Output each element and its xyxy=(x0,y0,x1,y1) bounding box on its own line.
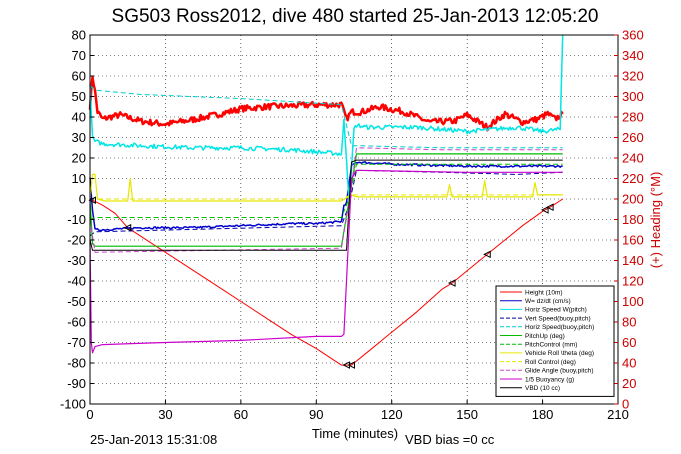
y-tick-label: 10 xyxy=(72,171,86,186)
y-tick-label: -20 xyxy=(67,233,86,248)
series-group xyxy=(88,34,564,366)
y2-tick-label: 80 xyxy=(622,315,636,330)
y-tick-label: -30 xyxy=(67,253,86,268)
y2-tick-label: 240 xyxy=(622,151,644,166)
y2-tick-label: 360 xyxy=(622,28,644,43)
x-tick-label: 150 xyxy=(456,407,478,422)
ticks: 0 30 60 90 120 150 180 210-100-90-80-70-60-50-4… xyxy=(60,28,644,423)
legend-label: Glide Angle (buoy,pitch) xyxy=(525,368,594,375)
y-tick-label: -80 xyxy=(67,356,86,371)
y-tick-label: -10 xyxy=(67,212,86,227)
y2-tick-label: 140 xyxy=(622,253,644,268)
series-line-vehicle-roll-theta-deg xyxy=(89,173,563,202)
height-marker xyxy=(483,250,491,259)
y2-tick-label: 200 xyxy=(622,192,644,207)
series-line-pitchcontrol-mm xyxy=(89,163,563,220)
x-tick-label: 90 xyxy=(309,407,323,422)
x-tick-label: 60 xyxy=(234,407,248,422)
legend-label: PitchUp (deg) xyxy=(525,333,565,340)
y-tick-label: 70 xyxy=(72,48,86,63)
series-line-pitchup-deg xyxy=(89,153,563,247)
chart-title: SG503 Ross2012, dive 480 started 25-Jan-… xyxy=(112,6,599,27)
legend-label: 1/5 Buoyancy (g) xyxy=(525,376,574,383)
legend-label: VBD (10 cc) xyxy=(525,385,560,392)
series-line-horiz-speed-buoy-pitch xyxy=(89,85,563,149)
y-tick-label: -100 xyxy=(60,397,86,412)
y2-tick-label: 340 xyxy=(622,48,644,63)
y2-tick-label: 280 xyxy=(622,110,644,125)
y-tick-label: -90 xyxy=(67,376,86,391)
legend-label: Horiz Speed(buoy,pitch) xyxy=(525,324,594,331)
y2-tick-label: 120 xyxy=(622,274,644,289)
x-tick-label: 120 xyxy=(381,407,403,422)
x-tick-label: 180 xyxy=(532,407,554,422)
legend-label: Vehicle Roll \theta (deg) xyxy=(525,350,594,357)
y-tick-label: -60 xyxy=(67,315,86,330)
y2-tick-label: 60 xyxy=(622,335,636,350)
series-line-vbd-10-cc xyxy=(89,159,563,251)
height-marker xyxy=(545,203,554,212)
legend-label: Height (10m) xyxy=(525,289,563,296)
legend-box xyxy=(495,285,615,397)
legend-label: Vert Speed(buoy,pitch) xyxy=(525,315,591,322)
vbd-bias-label: VBD bias =0 cc xyxy=(405,432,495,447)
y2-tick-label: 220 xyxy=(622,171,644,186)
y-tick-label: 40 xyxy=(72,110,86,125)
legend-label: PitchControl (mm) xyxy=(525,342,577,349)
x-tick-label: 30 xyxy=(158,407,172,422)
height-marker xyxy=(447,279,456,287)
y-tick-label: -70 xyxy=(67,335,86,350)
series-line-horiz-speed-w-pitch xyxy=(89,34,564,201)
series-line-vert-speed-buoy-pitch xyxy=(89,169,563,237)
legend-label: Horiz Speed W(pitch) xyxy=(525,307,587,314)
y2-tick-label: 180 xyxy=(622,212,644,227)
x-tick-label: 210 xyxy=(607,407,629,422)
y2-tick-label: 40 xyxy=(622,356,636,371)
y2-tick-label: 260 xyxy=(622,130,644,145)
y2-tick-label: 300 xyxy=(622,89,644,104)
y2-tick-label: 160 xyxy=(622,233,644,248)
y-tick-label: 50 xyxy=(72,89,86,104)
legend-label: Roll Control (deg) xyxy=(525,359,576,366)
x-tick-label: 0 xyxy=(86,407,93,422)
y-tick-label: -50 xyxy=(67,294,86,309)
series-line-height-10m xyxy=(89,198,563,366)
y2-tick-label: 0 xyxy=(622,397,629,412)
series-line-glide-angle-buoy-pitch xyxy=(89,147,563,253)
y2-tick-label: 20 xyxy=(622,376,636,391)
y2-tick-label: 320 xyxy=(622,69,644,84)
legend-label: W= dz/dt (cm/s) xyxy=(525,298,571,305)
y2-axis-label: (+) Heading (°M) xyxy=(648,172,663,269)
y-tick-label: 80 xyxy=(72,28,86,43)
footer-timestamp: 25-Jan-2013 15:31:08 xyxy=(90,432,217,447)
height-markers xyxy=(88,196,554,369)
y-tick-label: 0 xyxy=(79,192,86,207)
y-tick-label: 30 xyxy=(72,130,86,145)
series-line-1-5-buoyancy-g xyxy=(89,169,563,354)
x-axis-label: Time (minutes) xyxy=(312,426,398,441)
legend: Height (10m) W= dz/dt (cm/s) Horiz Speed W… xyxy=(495,285,615,397)
y2-tick-label: 100 xyxy=(622,294,644,309)
y-tick-label: -40 xyxy=(67,274,86,289)
series-line-w-dz-dt-cm-s xyxy=(89,161,563,232)
y-tick-label: 60 xyxy=(72,69,86,84)
y-tick-label: 20 xyxy=(72,151,86,166)
height-marker xyxy=(540,206,549,214)
height-marker xyxy=(123,223,132,232)
height-marker xyxy=(347,361,355,369)
series-line-roll-control-deg xyxy=(90,194,563,200)
series-line-heading xyxy=(88,76,564,132)
